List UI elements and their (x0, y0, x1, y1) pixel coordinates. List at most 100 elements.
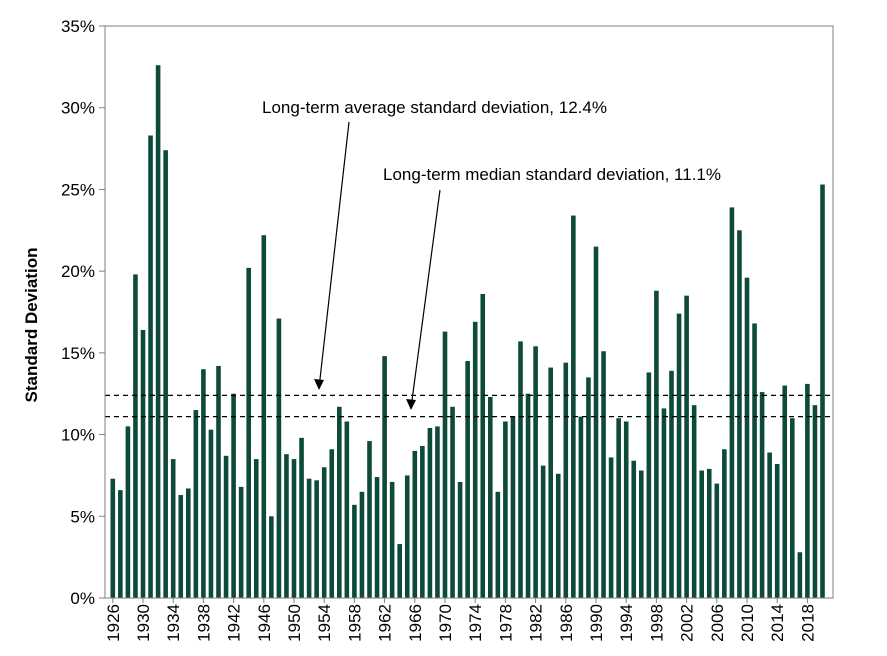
bar-1979 (510, 416, 516, 598)
bar-1972 (457, 481, 463, 598)
bar-1995 (631, 460, 637, 598)
x-tick-label: 1950 (285, 604, 304, 642)
bar-2011 (752, 323, 757, 598)
bar-1960 (367, 441, 372, 598)
bar-1989 (586, 377, 591, 598)
bar-1973 (465, 361, 470, 598)
bar-1975 (480, 294, 486, 598)
bar-2013 (767, 452, 772, 598)
bar-1926 (110, 478, 116, 598)
x-tick-label: 2006 (708, 604, 727, 642)
bar-1952 (306, 478, 312, 598)
x-tick-label: 1934 (164, 604, 183, 642)
bar-1927 (118, 490, 123, 598)
bar-1937 (193, 410, 199, 598)
bar-2010 (744, 277, 750, 598)
bar-1955 (329, 449, 335, 598)
bar-1998 (654, 290, 659, 598)
bar-1931 (148, 135, 153, 598)
x-tick-label: 1974 (466, 604, 485, 642)
bar-1949 (284, 454, 289, 598)
bar-1966 (412, 450, 418, 598)
bar-1961 (374, 477, 380, 598)
bar-1980 (518, 341, 523, 598)
x-tick-label: 1966 (406, 604, 425, 642)
bar-2020 (820, 184, 825, 598)
bar-2008 (729, 207, 735, 598)
bar-1997 (646, 372, 652, 598)
bar-2009 (737, 230, 742, 599)
bar-2004 (699, 470, 704, 598)
bar-1951 (299, 437, 304, 598)
bar-1932 (155, 65, 161, 599)
x-tick-label: 1942 (225, 604, 244, 642)
bar-1963 (389, 481, 395, 598)
x-tick-label: 1946 (255, 604, 274, 642)
bar-1977 (495, 491, 501, 598)
x-tick-label: 1998 (647, 604, 666, 642)
bar-1985 (555, 473, 561, 598)
bar-2017 (797, 552, 803, 598)
bar-1947 (269, 516, 274, 598)
bar-1930 (140, 329, 146, 598)
bar-2002 (684, 295, 689, 598)
bar-1988 (578, 416, 584, 598)
x-tick-label: 2010 (738, 604, 757, 642)
x-tick-label: 1926 (104, 604, 123, 642)
bar-1993 (616, 418, 621, 598)
y-tick-label: 30% (61, 99, 95, 118)
bar-2016 (790, 418, 795, 598)
bar-1942 (231, 393, 236, 598)
median-arrowhead (406, 399, 416, 410)
x-tick-label: 1978 (496, 604, 515, 642)
bar-1943 (238, 486, 244, 598)
bar-1946 (261, 235, 267, 598)
bar-1967 (420, 446, 425, 598)
bar-1970 (442, 331, 448, 598)
bar-1981 (525, 393, 531, 598)
bar-1956 (337, 406, 342, 598)
x-tick-label: 1990 (587, 604, 606, 642)
bar-1928 (125, 426, 131, 598)
bar-1965 (404, 475, 410, 598)
bar-1971 (450, 406, 455, 598)
bar-2015 (782, 385, 788, 598)
bar-1957 (344, 421, 350, 598)
bar-1982 (533, 346, 538, 598)
average-annotation: Long-term average standard deviation, 12… (262, 98, 607, 117)
bar-2012 (759, 392, 765, 598)
x-tick-label: 1958 (345, 604, 364, 642)
bar-1962 (382, 356, 387, 598)
bar-1940 (216, 365, 221, 598)
bar-1950 (291, 459, 297, 598)
y-tick-label: 20% (61, 262, 95, 281)
bar-1944 (246, 267, 251, 598)
bar-1948 (276, 318, 282, 598)
y-tick-label: 35% (61, 17, 95, 36)
bar-1987 (571, 215, 576, 598)
median-annotation: Long-term median standard deviation, 11.… (383, 165, 721, 184)
x-tick-label: 1982 (527, 604, 546, 642)
y-tick-label: 0% (70, 589, 95, 608)
bar-1945 (253, 459, 259, 598)
bar-1939 (208, 429, 214, 598)
bar-1999 (661, 408, 667, 598)
bar-1968 (427, 428, 433, 598)
y-tick-label: 25% (61, 180, 95, 199)
bar-1964 (397, 544, 402, 598)
bar-2018 (805, 383, 810, 598)
bar-2007 (722, 449, 727, 598)
x-tick-label: 1986 (557, 604, 576, 642)
x-tick-label: 2002 (678, 604, 697, 642)
bar-2019 (812, 405, 818, 598)
bars (110, 65, 825, 599)
bar-1984 (548, 367, 553, 598)
bar-1959 (359, 491, 365, 598)
x-tick-label: 1970 (436, 604, 455, 642)
x-tick-label: 2018 (798, 604, 817, 642)
y-tick-label: 10% (61, 426, 95, 445)
bar-1969 (435, 426, 440, 598)
reference-lines (105, 394, 833, 418)
bar-2000 (669, 370, 674, 598)
